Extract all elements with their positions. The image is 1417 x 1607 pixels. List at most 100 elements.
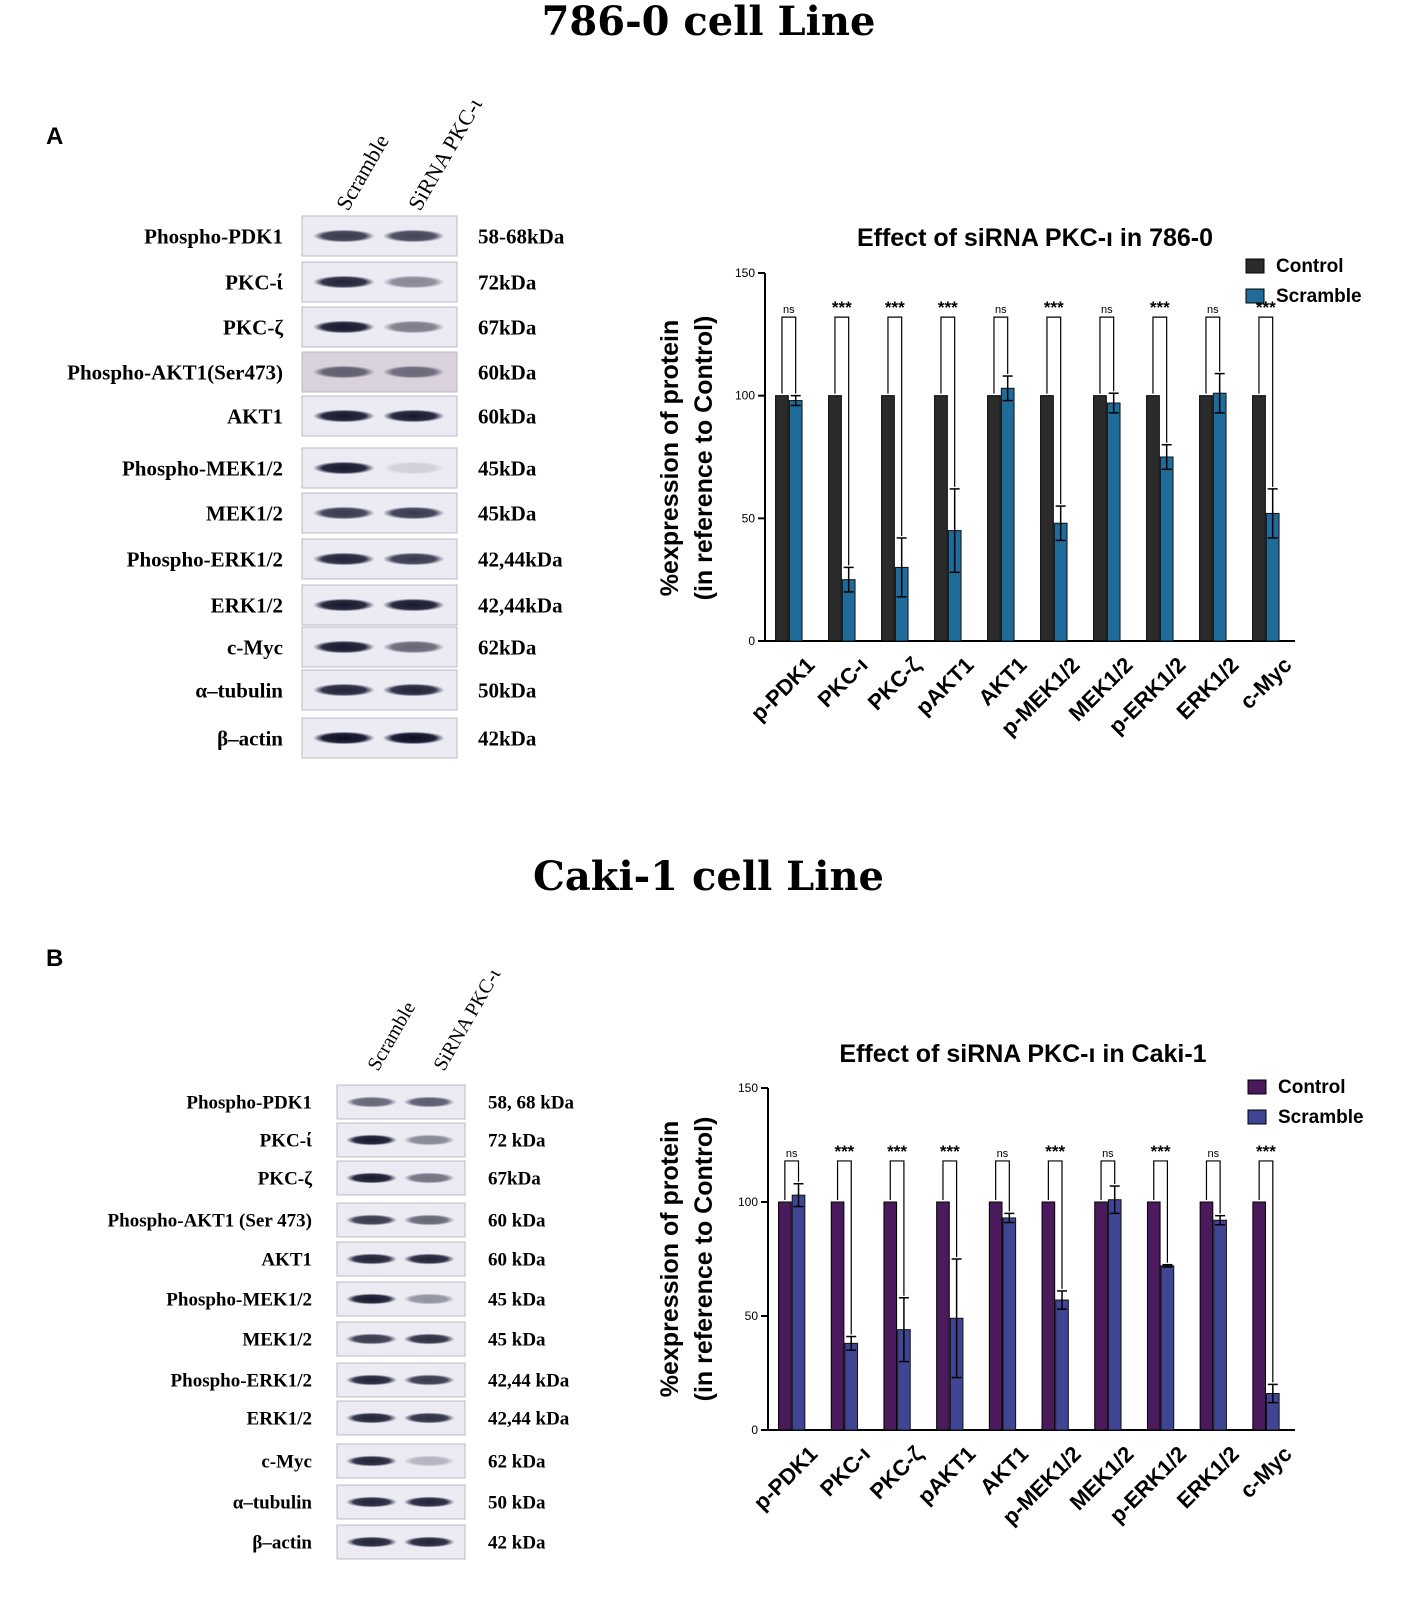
significance-label: ns — [1101, 304, 1113, 316]
molecular-weight-label: 50 kDa — [488, 1493, 546, 1514]
y-tick-label: 50 — [742, 511, 756, 525]
legend-label: Control — [1276, 256, 1344, 277]
x-tick-label: pAKT1 — [913, 1441, 981, 1509]
molecular-weight-label: 60 kDa — [488, 1211, 546, 1232]
bar-control — [830, 1201, 845, 1431]
blot-band — [345, 1496, 398, 1508]
blot-band — [312, 461, 375, 475]
blot-band — [345, 1172, 398, 1184]
blot-band — [312, 409, 375, 423]
bar-control — [828, 395, 842, 642]
bar-scramble — [788, 400, 803, 642]
significance-label: ns — [783, 304, 795, 316]
lane-label: Scramble — [331, 130, 394, 214]
blot-band — [403, 1333, 455, 1345]
significance-label: ns — [1207, 304, 1219, 316]
significance-bracket — [836, 1160, 852, 1335]
blot-band — [312, 320, 375, 334]
molecular-weight-label: 60 kDa — [488, 1250, 546, 1271]
molecular-weight-label: 72kDa — [478, 270, 537, 294]
bar-control — [934, 395, 948, 642]
panel-b-letter: B — [46, 945, 64, 972]
protein-label: α–tubulin — [195, 678, 283, 702]
significance-label: *** — [887, 1142, 907, 1161]
blot-band — [382, 731, 445, 745]
protein-label: PKC-ζ — [223, 315, 283, 339]
molecular-weight-label: 45kDa — [478, 456, 537, 480]
blot-band — [312, 640, 375, 654]
protein-label: Phospho-ERK1/2 — [127, 547, 283, 571]
panel-a-title: 786-0 cell Line — [541, 0, 876, 45]
significance-bracket — [1047, 1160, 1063, 1289]
bar-control — [1252, 1201, 1266, 1431]
blot-band — [312, 275, 375, 289]
significance-bracket — [887, 316, 903, 536]
significance-bracket — [1152, 316, 1168, 443]
blot-band — [345, 1333, 398, 1345]
bar-control — [1199, 395, 1213, 642]
bar-scramble — [1212, 392, 1227, 642]
molecular-weight-label: 42,44kDa — [478, 547, 563, 571]
significance-label: ns — [786, 1148, 798, 1160]
protein-label: ERK1/2 — [247, 1409, 312, 1430]
molecular-weight-label: 67kDa — [478, 315, 537, 339]
y-axis-label-line2: (in reference to Control) — [690, 1117, 718, 1402]
bar-control — [1252, 395, 1266, 642]
bar-scramble — [844, 1342, 859, 1431]
x-tick-label: pAKT1 — [911, 652, 979, 720]
blot-band — [345, 1214, 398, 1226]
bar-chart-caki-1: Effect of siRNA PKC-ı in Caki-1 %expressi… — [656, 1040, 1364, 1530]
protein-label: AKT1 — [227, 404, 283, 428]
blot-band — [382, 640, 445, 654]
molecular-weight-label: 50kDa — [478, 678, 537, 702]
significance-label: ns — [997, 1148, 1009, 1160]
bar-control — [988, 1201, 1003, 1431]
significance-bracket — [1153, 1160, 1169, 1263]
bar-scramble — [1159, 456, 1174, 642]
bar-scramble — [1213, 1219, 1227, 1431]
significance-label: *** — [832, 298, 852, 317]
blot-band — [403, 1496, 455, 1508]
blot-band — [403, 1293, 455, 1305]
protein-label: Phospho-AKT1(Ser473) — [67, 360, 283, 384]
blot-band — [312, 683, 375, 697]
significance-bracket — [995, 1160, 1010, 1212]
x-tick-label: c-Myc — [1235, 1441, 1297, 1503]
blot-band — [382, 320, 445, 334]
significance-bracket — [1205, 316, 1221, 394]
blot-band — [345, 1374, 398, 1386]
bar-control — [881, 395, 895, 642]
bar-scramble — [1055, 1299, 1069, 1431]
protein-label: c-Myc — [261, 1452, 312, 1473]
significance-bracket — [993, 316, 1009, 394]
blot-band — [382, 506, 445, 520]
bar-scramble — [1107, 1199, 1122, 1431]
molecular-weight-label: 60kDa — [478, 360, 537, 384]
protein-label: PKC-ί — [225, 270, 283, 294]
bar-control — [1040, 395, 1054, 642]
significance-bracket — [784, 1160, 800, 1200]
protein-label: c-Myc — [227, 635, 283, 659]
bar-scramble — [791, 1194, 806, 1431]
lane-label: SiRNA PKC-ι — [429, 964, 505, 1074]
y-tick-label: 50 — [745, 1309, 759, 1323]
significance-bracket — [781, 316, 797, 394]
legend-swatch — [1247, 1079, 1267, 1095]
y-axis-label: %expression of protein — [656, 320, 684, 596]
blot-band — [345, 1253, 398, 1265]
y-tick-label: 0 — [748, 634, 755, 648]
bar-control — [1093, 395, 1107, 642]
blot-band — [345, 1412, 398, 1424]
molecular-weight-label: 72 kDa — [488, 1131, 546, 1152]
molecular-weight-label: 58-68kDa — [478, 224, 565, 248]
molecular-weight-label: 67kDa — [488, 1169, 541, 1190]
protein-label: Phospho-AKT1 (Ser 473) — [108, 1211, 312, 1232]
chart-title: Effect of siRNA PKC-ı in Caki-1 — [839, 1040, 1206, 1068]
molecular-weight-label: 42 kDa — [488, 1533, 546, 1554]
y-tick-label: 0 — [751, 1423, 758, 1437]
legend-label: Scramble — [1276, 286, 1362, 307]
blot-band — [312, 506, 375, 520]
molecular-weight-label: 60kDa — [478, 404, 537, 428]
protein-label: AKT1 — [261, 1250, 312, 1271]
protein-label: MEK1/2 — [242, 1330, 312, 1351]
